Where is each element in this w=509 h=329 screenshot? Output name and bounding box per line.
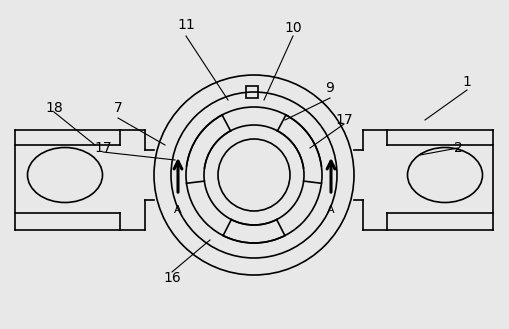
Text: A: A [174, 205, 182, 215]
Text: 1: 1 [463, 75, 471, 89]
Text: 16: 16 [163, 271, 181, 285]
Text: 11: 11 [177, 18, 195, 32]
Text: 2: 2 [454, 141, 462, 155]
Text: 9: 9 [326, 81, 334, 95]
Bar [246, 86, 258, 98]
Text: 7: 7 [114, 101, 122, 115]
Text: 17: 17 [94, 141, 112, 155]
Text: 17: 17 [335, 113, 353, 127]
Text: 18: 18 [45, 101, 63, 115]
Text: 10: 10 [284, 21, 302, 35]
Text: A: A [327, 205, 335, 215]
